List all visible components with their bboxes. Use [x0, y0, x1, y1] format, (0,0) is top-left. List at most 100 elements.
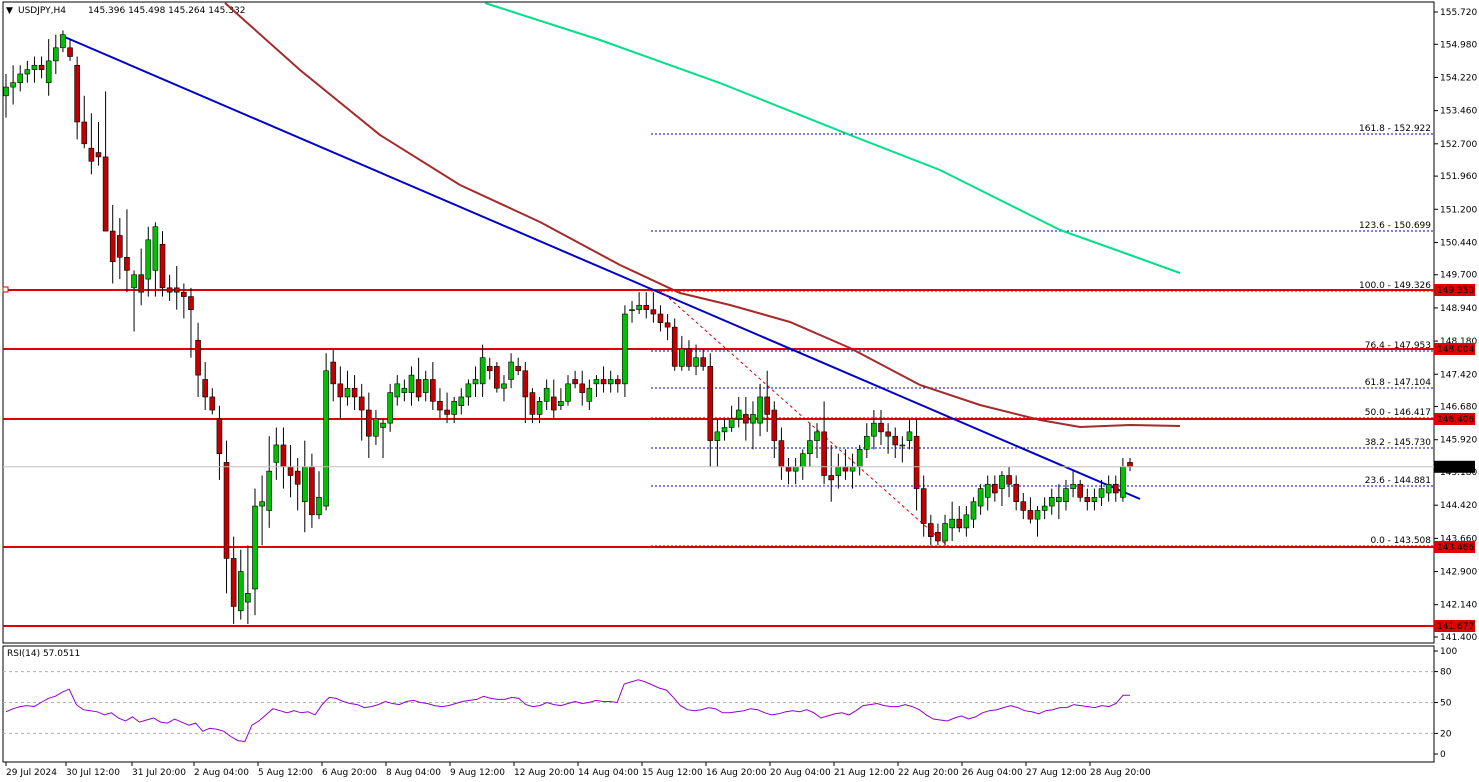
candle — [1041, 497, 1048, 520]
candle — [159, 231, 166, 297]
fib-label: 76.4 - 147.953 — [1365, 341, 1431, 351]
x-tick-label: 9 Aug 12:00 — [450, 768, 505, 778]
candle — [664, 314, 671, 341]
candle — [316, 471, 322, 520]
y-tick-label: 155.720 — [1440, 8, 1477, 18]
candle — [657, 305, 664, 332]
fib-label: 50.0 - 146.417 — [1365, 408, 1431, 418]
candle — [479, 344, 486, 397]
y-tick-label: 146.680 — [1440, 403, 1477, 413]
candle — [586, 379, 593, 411]
x-tick-label: 28 Aug 20:00 — [1090, 768, 1151, 778]
candle — [863, 423, 870, 459]
y-tick-label: 148.180 — [1440, 337, 1477, 347]
y-tick-label: 145.920 — [1440, 436, 1477, 446]
y-tick-label: 147.420 — [1440, 370, 1477, 380]
y-tick-label: 144.420 — [1440, 501, 1477, 511]
candle — [95, 121, 102, 166]
candle — [195, 322, 201, 397]
candle — [622, 305, 628, 397]
candle — [636, 292, 642, 315]
fib-label: 123.6 - 150.699 — [1359, 221, 1431, 231]
level-price-tag — [1434, 620, 1475, 632]
x-tick-label: 12 Aug 20:00 — [514, 768, 575, 778]
x-tick-label: 5 Aug 12:00 — [258, 768, 313, 778]
level-price-tag — [1434, 284, 1475, 296]
candle — [764, 370, 770, 432]
candle — [600, 366, 607, 393]
candle — [124, 209, 130, 293]
rsi-panel: 100 80 50 20 0 — [3, 647, 1457, 760]
candle — [337, 366, 344, 419]
candle — [714, 418, 721, 467]
candle — [614, 375, 621, 393]
x-tick-label: 15 Aug 12:00 — [642, 768, 703, 778]
candle — [501, 375, 507, 402]
time-axis: 29 Jul 2024 30 Jul 12:00 31 Jul 20:00 2 Aug… — [5, 762, 1151, 778]
candle — [536, 396, 543, 424]
y-tick-label: 152.700 — [1440, 140, 1477, 150]
candle — [707, 353, 714, 467]
candle — [323, 353, 329, 511]
candle — [992, 475, 998, 502]
candle — [629, 300, 635, 323]
candle — [1070, 471, 1076, 498]
candle — [273, 427, 280, 480]
x-tick-label: 27 Aug 12:00 — [1026, 768, 1087, 778]
candle — [650, 292, 657, 323]
x-tick-label: 30 Jul 12:00 — [66, 768, 120, 778]
level-anchor-handle[interactable] — [2, 286, 9, 293]
candle — [743, 396, 749, 441]
candle — [970, 497, 977, 528]
candle — [131, 270, 137, 332]
candle — [1105, 475, 1112, 502]
candle — [486, 357, 493, 380]
candle — [188, 287, 194, 358]
candle — [899, 436, 906, 463]
candle — [245, 545, 251, 624]
candle — [572, 370, 578, 389]
y-tick-label: 150.440 — [1440, 238, 1477, 248]
candle — [259, 475, 265, 546]
candle — [408, 366, 415, 406]
level-price-tag — [1434, 343, 1475, 355]
y-tick-label: 149.700 — [1440, 271, 1477, 281]
candle — [643, 292, 650, 319]
candle — [145, 226, 152, 297]
candle — [465, 379, 472, 406]
candle — [74, 56, 80, 140]
candle — [38, 56, 45, 79]
level-price-tag-label: 141.677 — [1437, 622, 1474, 632]
x-tick-label: 22 Aug 20:00 — [898, 768, 959, 778]
price-axis: 155.720 154.980 154.220 153.460 152.700 151.9… — [1434, 8, 1477, 643]
candle — [209, 388, 216, 415]
candle — [1027, 497, 1034, 524]
candle — [593, 375, 600, 397]
rsi-tick-label: 100 — [1440, 647, 1457, 657]
candle — [230, 536, 237, 624]
candle — [422, 370, 429, 402]
y-tick-label: 142.140 — [1440, 601, 1477, 611]
candle — [757, 383, 763, 437]
candle — [963, 506, 970, 537]
ma200-line — [484, 2, 1181, 274]
candle — [330, 348, 337, 402]
ma100-line — [224, 2, 1181, 429]
candle — [109, 204, 116, 284]
fib-label: 61.8 - 147.104 — [1365, 378, 1431, 388]
candle — [387, 383, 393, 432]
candle — [679, 335, 685, 371]
candle — [202, 362, 208, 411]
candle — [700, 348, 706, 371]
candles — [3, 30, 1133, 624]
level-price-tag-label: 149.350 — [1437, 286, 1474, 296]
candle — [920, 475, 927, 537]
candle — [373, 410, 379, 445]
candle — [565, 375, 571, 406]
candle — [1034, 506, 1041, 537]
y-tick-label: 153.460 — [1440, 107, 1477, 117]
candle — [358, 383, 365, 441]
candle — [522, 362, 529, 424]
candle — [401, 379, 408, 402]
